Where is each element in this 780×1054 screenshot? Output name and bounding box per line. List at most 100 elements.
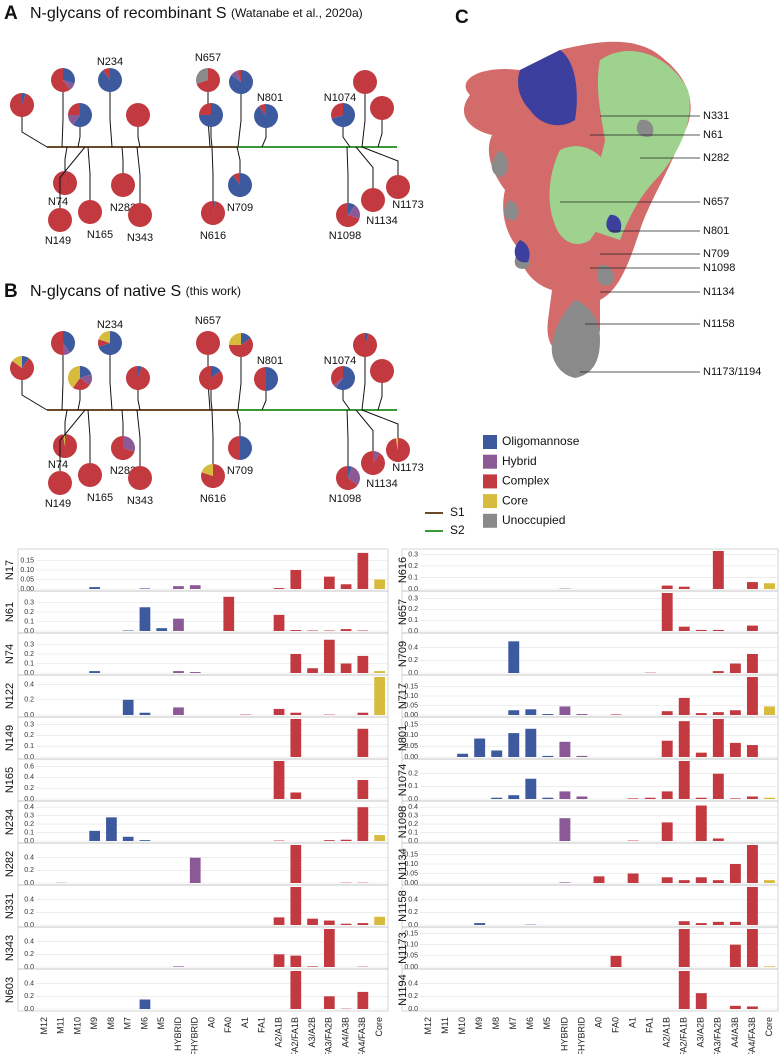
bar (374, 677, 385, 715)
y-tick-label: 0.4 (24, 981, 34, 988)
row-title: N343 (4, 935, 16, 961)
y-tick-label: 0.4 (24, 897, 34, 904)
x-tick-label: FA1 (257, 1017, 267, 1033)
bar (712, 719, 724, 757)
stick (121, 409, 124, 436)
site-label: N282 (703, 152, 729, 164)
y-tick-label: 0.0 (408, 922, 418, 929)
bar (323, 639, 335, 673)
row-title: N149 (4, 725, 16, 751)
pie-slice (80, 374, 92, 386)
site-label: N1158 (703, 318, 735, 330)
pie-slice (228, 173, 253, 198)
pie-slice (68, 366, 80, 388)
bar (491, 750, 503, 757)
stick (236, 409, 241, 436)
legend-label: S1 (450, 505, 465, 519)
bar (695, 713, 707, 715)
stick (361, 409, 399, 438)
pie-slice (336, 466, 358, 491)
y-tick-label: 0.2 (24, 951, 34, 958)
y-tick-label: 0.2 (408, 657, 418, 664)
legend-swatch (483, 474, 497, 489)
bar (610, 714, 622, 715)
bar (678, 697, 690, 715)
bar (340, 584, 352, 589)
x-tick-label: M8 (491, 1017, 501, 1030)
pie-slice (266, 367, 278, 391)
pie-slice (63, 331, 75, 353)
pie-slice (211, 366, 221, 378)
pie-slice (48, 208, 72, 232)
bar (139, 588, 151, 589)
stick (77, 390, 81, 411)
pie-slice (65, 171, 67, 183)
pie-slice (330, 103, 343, 119)
pie-slice (72, 378, 90, 390)
y-tick-label: 0.4 (24, 681, 34, 688)
bar (290, 792, 302, 799)
x-tick-label: M12 (39, 1017, 49, 1035)
row-title: N1074 (397, 764, 409, 796)
site-label: N74 (48, 196, 68, 208)
y-tick-label: 0.2 (408, 771, 418, 778)
bar (323, 996, 335, 1009)
y-tick-label: 0.0 (24, 1006, 34, 1013)
pie-slice (68, 115, 80, 125)
row-title: N657 (397, 599, 409, 625)
x-tick-label: A4/A3B (730, 1017, 740, 1048)
bar (139, 607, 151, 631)
pie-slice (68, 103, 80, 115)
panel-frame (17, 674, 389, 718)
y-tick-label: 0.10 (404, 732, 418, 739)
y-tick-label: 0.0 (408, 796, 418, 803)
stick (346, 146, 349, 203)
bar (746, 654, 758, 673)
pie-slice (102, 68, 110, 80)
pie-slice (240, 436, 252, 460)
surface-oligomannose (518, 50, 577, 126)
bar (695, 752, 707, 757)
bar (290, 955, 302, 967)
y-tick-label: 0.05 (404, 953, 418, 960)
pie-slice (335, 366, 355, 390)
bar (357, 991, 369, 1009)
bar (695, 993, 707, 1009)
bar (189, 857, 201, 883)
x-tick-label: M7 (508, 1017, 518, 1030)
x-tick-label: M10 (72, 1017, 82, 1035)
pie-slice (126, 366, 151, 390)
bar (139, 840, 151, 841)
panel-letter: C (455, 7, 469, 28)
pie-slice (98, 331, 123, 356)
site-label: N1134 (366, 478, 398, 490)
x-tick-label: A0 (593, 1017, 603, 1028)
bar (746, 582, 758, 589)
stick (342, 127, 351, 148)
x-tick-label: M6 (525, 1017, 535, 1030)
bar (290, 630, 302, 631)
bar (189, 585, 201, 589)
pie-slice (9, 358, 34, 380)
pie-slice (370, 96, 394, 120)
panel-frame (401, 632, 779, 676)
y-tick-label: 0.00 (404, 880, 418, 887)
pie-slice (348, 466, 352, 478)
site-label: N1074 (324, 355, 356, 367)
site-label: N1134 (703, 286, 735, 298)
y-tick-label: 0.15 (404, 930, 418, 937)
bar (559, 741, 571, 757)
stick (355, 146, 374, 188)
y-tick-label: 0.3 (408, 595, 418, 602)
bar (764, 880, 775, 883)
pie-slice (258, 104, 266, 116)
pie-slice (361, 451, 386, 476)
bar (695, 877, 707, 883)
row-title: N709 (397, 641, 409, 667)
bar (323, 576, 335, 589)
stick (346, 409, 349, 466)
pie-slice (333, 378, 343, 388)
bar (678, 721, 690, 757)
x-tick-label: FA1 (645, 1017, 655, 1033)
bar (678, 921, 690, 925)
